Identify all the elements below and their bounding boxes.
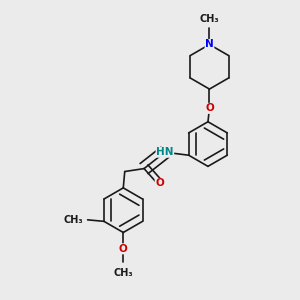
Text: O: O <box>155 178 164 188</box>
Text: N: N <box>205 40 214 50</box>
Text: O: O <box>205 103 214 113</box>
Text: CH₃: CH₃ <box>113 268 133 278</box>
Text: O: O <box>119 244 128 254</box>
Text: CH₃: CH₃ <box>64 215 83 225</box>
Text: CH₃: CH₃ <box>200 14 219 24</box>
Text: HN: HN <box>156 147 174 157</box>
